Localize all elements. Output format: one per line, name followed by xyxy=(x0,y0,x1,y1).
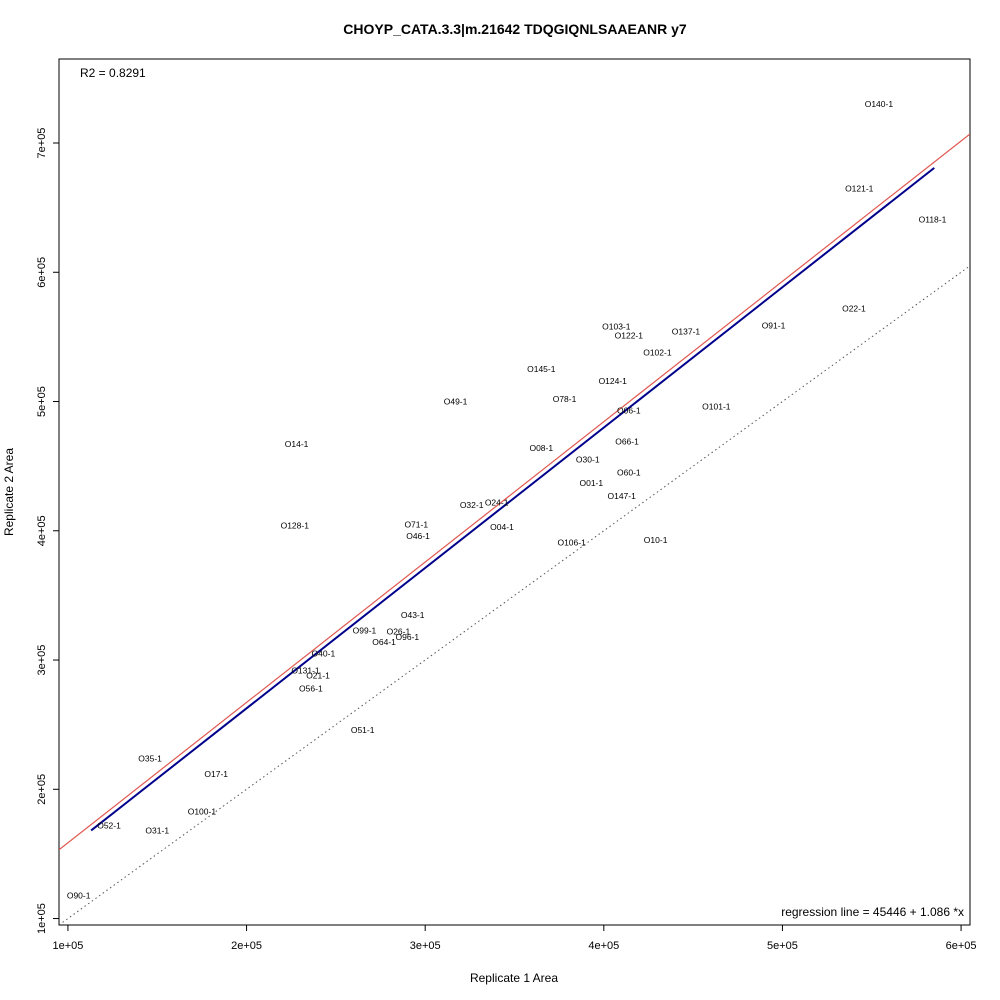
point-label: O103-1 xyxy=(602,322,631,332)
point-label: O43-1 xyxy=(401,610,425,620)
point-label: O101-1 xyxy=(702,402,731,412)
point-label: O17-1 xyxy=(204,769,228,779)
point-labels: O140-1 O121-1 O118-1 O22-1 O91-1 O103-1 O137-1… xyxy=(67,99,947,900)
y-axis: 1e+05 2e+05 3e+05 4e+05 5e+05 6e+05 7e+05 xyxy=(36,128,59,934)
point-label: O46-1 xyxy=(406,531,430,541)
x-tick-label: 1e+05 xyxy=(52,940,83,952)
point-label: O147-1 xyxy=(607,491,636,501)
fit-lines xyxy=(59,133,970,925)
y-tick-label: 6e+05 xyxy=(36,257,48,288)
identity-line xyxy=(59,265,970,925)
regression-line xyxy=(90,167,935,832)
point-label: O49-1 xyxy=(444,397,468,407)
y-axis-label: Replicate 2 Area xyxy=(2,448,16,536)
x-tick-label: 2e+05 xyxy=(231,940,262,952)
point-label: O32-1 xyxy=(460,500,484,510)
plot-frame xyxy=(58,58,971,926)
point-label: O60-1 xyxy=(617,468,641,478)
point-label: O99-1 xyxy=(353,625,377,635)
point-label: O124-1 xyxy=(599,376,628,386)
y-tick-label: 1e+05 xyxy=(36,903,48,934)
r-squared-label: R2 = 0.8291 xyxy=(80,66,146,80)
point-label: O06-1 xyxy=(617,406,641,416)
y-tick-label: 7e+05 xyxy=(36,128,48,159)
point-label: O08-1 xyxy=(529,443,553,453)
point-label: O26-1 xyxy=(387,627,411,637)
point-label: O56-1 xyxy=(299,683,323,693)
point-label: O31-1 xyxy=(145,826,169,836)
y-tick-label: 5e+05 xyxy=(36,386,48,417)
point-label: O71-1 xyxy=(404,519,428,529)
x-axis-label: Replicate 1 Area xyxy=(470,971,558,985)
chart-title: CHOYP_CATA.3.3|m.21642 TDQGIQNLSAAEANR y… xyxy=(343,21,687,37)
x-tick-label: 6e+05 xyxy=(946,940,977,952)
y-tick-label: 2e+05 xyxy=(36,774,48,805)
point-label: O30-1 xyxy=(576,455,600,465)
point-label: O04-1 xyxy=(490,522,514,532)
point-label: O22-1 xyxy=(842,303,866,313)
x-axis: 1e+05 2e+05 3e+05 4e+05 5e+05 6e+05 xyxy=(52,925,977,952)
point-label: O137-1 xyxy=(672,327,701,337)
point-label: O24-1 xyxy=(485,497,509,507)
point-label: O64-1 xyxy=(372,637,396,647)
point-label: O51-1 xyxy=(351,725,375,735)
y-tick-label: 3e+05 xyxy=(36,645,48,676)
point-label: O145-1 xyxy=(527,364,556,374)
point-label: O122-1 xyxy=(615,331,644,341)
point-label: O91-1 xyxy=(762,320,786,330)
point-label: O10-1 xyxy=(644,535,668,545)
point-label: O66-1 xyxy=(615,437,639,447)
point-label: O131-1 xyxy=(291,665,320,675)
point-label: O52-1 xyxy=(97,820,121,830)
point-label: O121-1 xyxy=(845,183,874,193)
point-label: O102-1 xyxy=(643,347,672,357)
reference-line xyxy=(59,133,970,851)
point-label: O40-1 xyxy=(312,649,336,659)
point-label: O35-1 xyxy=(138,753,162,763)
x-tick-label: 5e+05 xyxy=(767,940,798,952)
point-label: O01-1 xyxy=(579,478,603,488)
point-label: O96-1 xyxy=(396,632,420,642)
point-label: O140-1 xyxy=(865,99,894,109)
point-label: O14-1 xyxy=(285,439,309,449)
regression-equation-label: regression line = 45446 + 1.086 *x xyxy=(781,905,964,919)
point-label: O118-1 xyxy=(919,214,947,224)
point-label: O90-1 xyxy=(67,890,91,900)
point-label: O106-1 xyxy=(557,537,586,547)
point-label: O21-1 xyxy=(306,671,330,681)
point-label: O78-1 xyxy=(553,394,577,404)
x-tick-label: 4e+05 xyxy=(588,940,619,952)
y-tick-label: 4e+05 xyxy=(36,515,48,546)
point-label: O128-1 xyxy=(281,521,310,531)
point-label: O100-1 xyxy=(188,806,217,816)
x-tick-label: 3e+05 xyxy=(410,940,441,952)
